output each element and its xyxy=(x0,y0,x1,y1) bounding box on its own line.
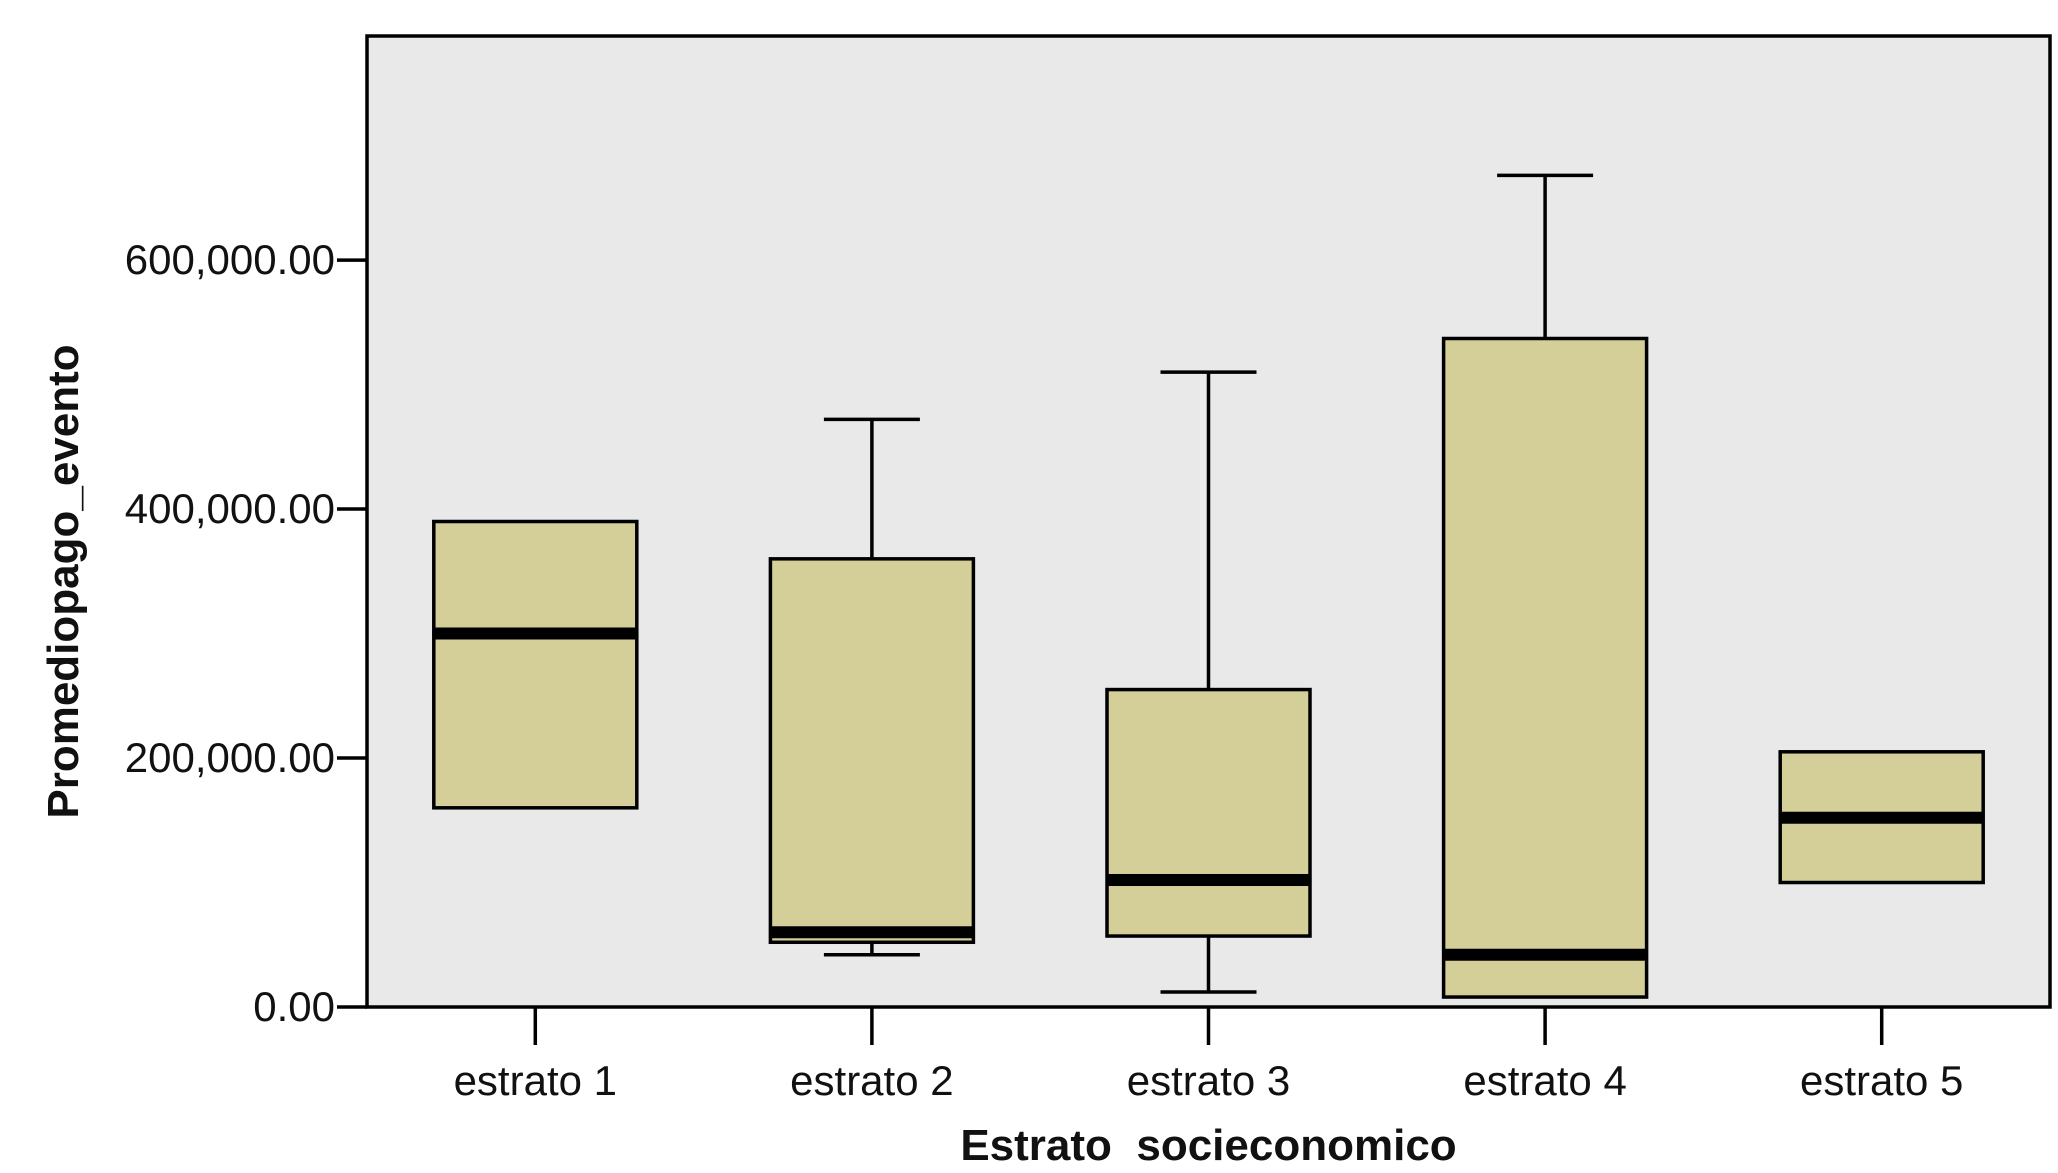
x-tick-label: estrato 1 xyxy=(454,1057,617,1104)
y-axis: 0.00 200,000.00 400,000.00 600,000.00 xyxy=(125,236,367,1030)
box-4 xyxy=(1441,173,1649,999)
box-1 xyxy=(432,519,639,810)
y-tick-label: 0.00 xyxy=(253,983,335,1030)
x-tick-label: estrato 2 xyxy=(790,1057,953,1104)
boxes-layer xyxy=(432,173,1985,999)
box-5 xyxy=(1778,750,1985,885)
x-tick-label: estrato 3 xyxy=(1127,1057,1290,1104)
y-tick-label: 600,000.00 xyxy=(125,236,335,283)
x-axis-title: Estrato socieconomico xyxy=(960,1121,1456,1170)
box-2 xyxy=(768,417,976,957)
y-tick-label: 400,000.00 xyxy=(125,485,335,532)
iqr-box xyxy=(1441,336,1649,999)
iqr-box xyxy=(432,519,639,810)
iqr-box xyxy=(768,557,976,945)
iqr-box xyxy=(1105,687,1312,938)
y-axis-title: Promediopago_evento xyxy=(39,344,88,818)
x-axis: estrato 1 estrato 2 estrato 3 estrato 4 estr… xyxy=(454,1007,1963,1104)
y-tick-label: 200,000.00 xyxy=(125,734,335,781)
x-tick-label: estrato 4 xyxy=(1463,1057,1626,1104)
x-tick-label: estrato 5 xyxy=(1800,1057,1963,1104)
box-3 xyxy=(1105,370,1312,994)
